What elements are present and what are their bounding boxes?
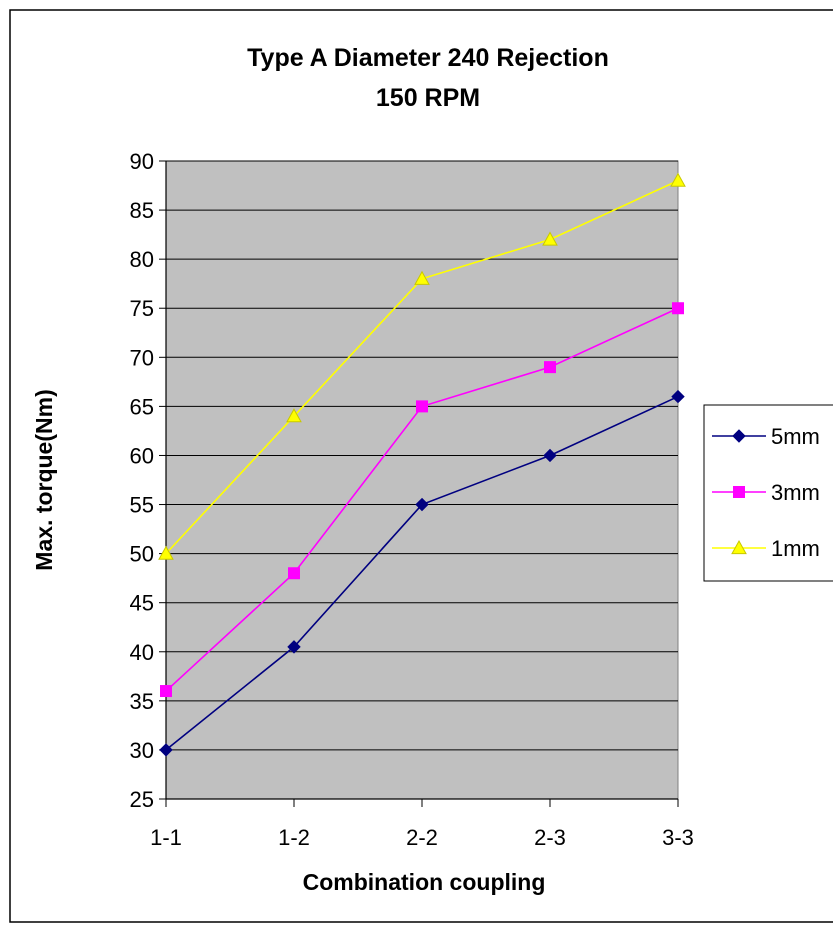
y-tick-label: 55 — [130, 493, 154, 518]
chart-title: Type A Diameter 240 Rejection — [247, 44, 609, 72]
data-point — [288, 567, 300, 580]
data-point — [160, 685, 172, 698]
y-tick-label: 80 — [130, 247, 154, 272]
legend-marker — [733, 486, 745, 498]
series-layer — [158, 172, 686, 757]
x-tick-label: 1-2 — [278, 825, 310, 850]
data-point — [670, 172, 686, 187]
data-point — [544, 361, 556, 374]
y-tick-label: 50 — [130, 542, 154, 567]
series-5mm — [159, 389, 685, 757]
y-tick-label: 90 — [130, 149, 154, 174]
data-point — [543, 448, 557, 463]
data-point — [286, 408, 302, 423]
y-axis-label: Max. torque(Nm) — [31, 389, 57, 570]
y-tick-label: 35 — [130, 689, 154, 714]
series-1mm — [158, 172, 686, 560]
legend-item: 1mm — [712, 536, 820, 561]
x-tick-label: 3-3 — [662, 825, 694, 850]
legend-label: 5mm — [771, 424, 820, 449]
data-point — [671, 389, 685, 404]
plot-area — [165, 160, 679, 800]
y-tick-label: 30 — [130, 738, 154, 763]
y-tick-label: 40 — [130, 640, 154, 665]
x-tick-label: 2-2 — [406, 825, 438, 850]
chart-subtitle: 150 RPM — [376, 84, 480, 112]
data-point — [158, 545, 174, 560]
legend-label: 3mm — [771, 480, 820, 505]
series-3mm — [160, 302, 684, 698]
grid-lines — [166, 160, 678, 751]
x-axis-label: Combination coupling — [303, 869, 546, 895]
legend-marker — [731, 539, 747, 555]
data-point — [414, 270, 430, 285]
y-tick-label: 25 — [130, 787, 154, 812]
legend: 5mm 3mm 1mm — [703, 404, 833, 582]
data-point — [159, 743, 173, 757]
legend-item: 5mm — [712, 424, 820, 449]
y-tick-label: 70 — [130, 345, 154, 370]
legend-box — [703, 404, 833, 582]
x-tick-label: 2-3 — [534, 825, 566, 850]
data-point — [672, 302, 684, 315]
y-tick-label: 85 — [130, 198, 154, 223]
legend-item: 3mm — [712, 480, 820, 505]
y-tick-label: 60 — [130, 443, 154, 468]
data-point — [416, 400, 428, 413]
y-tick-label: 45 — [130, 591, 154, 616]
legend-label: 1mm — [771, 536, 820, 561]
x-tick-label: 1-1 — [150, 825, 182, 850]
data-point — [542, 231, 558, 246]
x-axis: 1-1 1-2 2-2 2-3 3-3 — [150, 798, 694, 850]
data-point — [287, 640, 301, 654]
y-tick-label: 65 — [130, 394, 154, 419]
legend-marker — [732, 429, 746, 443]
data-point — [415, 497, 429, 512]
y-tick-label: 75 — [130, 296, 154, 321]
y-axis: 25 30 35 40 45 50 55 60 65 70 75 80 85 90 — [130, 149, 167, 812]
